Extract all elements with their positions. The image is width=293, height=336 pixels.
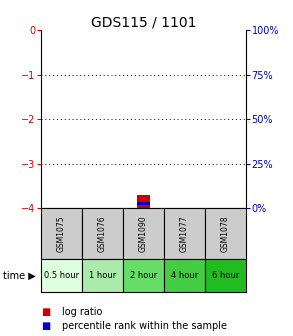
Text: ■: ■ xyxy=(41,321,50,331)
Bar xyxy=(137,195,150,208)
Bar xyxy=(123,208,164,259)
Text: GSM1078: GSM1078 xyxy=(221,215,230,252)
Text: ■: ■ xyxy=(41,307,50,318)
Bar xyxy=(123,259,164,292)
Bar xyxy=(164,208,205,259)
Bar xyxy=(137,202,150,205)
Title: GDS115 / 1101: GDS115 / 1101 xyxy=(91,15,196,29)
Text: log ratio: log ratio xyxy=(62,307,102,318)
Text: 4 hour: 4 hour xyxy=(171,271,198,280)
Text: GSM1090: GSM1090 xyxy=(139,215,148,252)
Bar xyxy=(205,208,246,259)
Bar xyxy=(164,259,205,292)
Text: 2 hour: 2 hour xyxy=(130,271,157,280)
Text: GSM1076: GSM1076 xyxy=(98,215,107,252)
Bar xyxy=(82,208,123,259)
Bar xyxy=(41,259,82,292)
Text: 0.5 hour: 0.5 hour xyxy=(44,271,79,280)
Bar xyxy=(205,259,246,292)
Bar xyxy=(41,208,82,259)
Text: 1 hour: 1 hour xyxy=(89,271,116,280)
Text: GSM1075: GSM1075 xyxy=(57,215,66,252)
Bar xyxy=(82,259,123,292)
Text: GSM1077: GSM1077 xyxy=(180,215,189,252)
Text: time ▶: time ▶ xyxy=(3,270,36,281)
Text: 6 hour: 6 hour xyxy=(212,271,239,280)
Text: percentile rank within the sample: percentile rank within the sample xyxy=(62,321,226,331)
